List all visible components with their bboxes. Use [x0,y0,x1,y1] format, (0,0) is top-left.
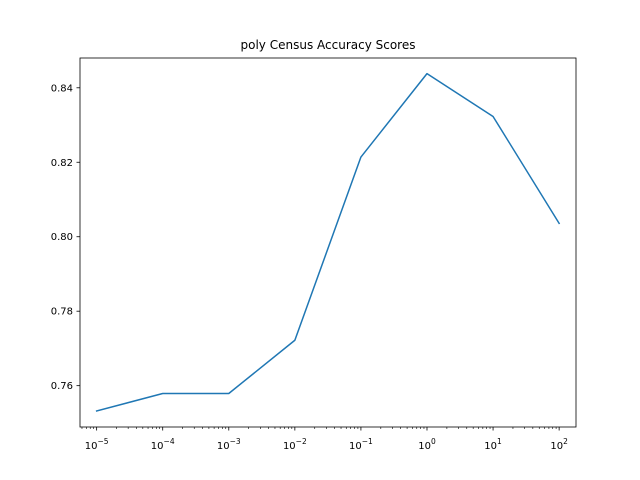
x-tick-label-5: 100 [418,437,436,452]
x-tick-label-6: 101 [484,437,502,452]
x-tick-label-2: 10−3 [217,437,241,452]
series-line-0 [95,72,561,412]
x-tick-label-4: 10−1 [349,437,373,452]
x-tick-label-7: 102 [550,437,568,452]
plot-area: 10−5 10−4 10−3 10−2 10−1 100 101 102 0.76 0.78 0.8… [51,72,568,452]
x-tick-label-0: 10−5 [85,437,109,452]
chart-title: poly Census Accuracy Scores [241,38,416,52]
y-tick-label-3: 0.82 [51,158,73,169]
y-tick-label-0: 0.76 [51,381,73,392]
y-tick-label-1: 0.78 [51,307,73,318]
x-tick-label-1: 10−4 [151,437,175,452]
y-tick-label-2: 0.80 [51,232,73,243]
y-tick-label-4: 0.84 [51,83,73,94]
x-tick-label-3: 10−2 [283,437,307,452]
axes-frame [79,57,577,428]
